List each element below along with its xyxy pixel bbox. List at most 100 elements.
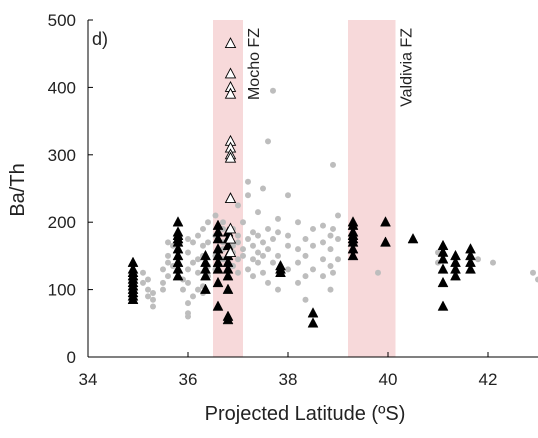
point [275,286,281,293]
point [310,225,316,232]
point [302,252,309,259]
point [270,236,276,243]
point [160,286,166,293]
triangle-point [224,232,237,244]
triangle-point [450,270,461,281]
x-tick-label: 38 [279,370,298,389]
point [145,293,151,300]
point [240,219,246,226]
triangle-point [200,283,211,294]
triangle-point [222,283,234,294]
point [235,239,241,246]
point [245,266,251,273]
point [260,269,266,276]
triangle-point [307,317,319,328]
triangle-point [222,263,234,274]
point [275,229,281,236]
point [200,225,206,232]
point [205,239,211,246]
point [185,236,191,243]
triangle-point [224,246,237,257]
triangle-point [450,256,461,267]
point [185,249,191,256]
point [180,286,186,293]
point [205,219,211,226]
triangle-point [437,263,449,274]
point [250,256,256,263]
point [535,276,538,283]
triangle-point [172,226,184,237]
triangle-point [224,192,237,204]
triangle-point [200,270,211,281]
point [195,256,201,263]
triangle-point [212,219,224,230]
y-tick-label: 100 [48,281,76,300]
triangle-point [465,243,476,254]
fracture-zone-band [348,20,396,357]
triangle-point [172,216,184,227]
point [255,249,261,256]
point [245,192,251,199]
point [165,273,171,280]
point [295,259,301,266]
triangle-point [212,243,224,254]
point [245,178,251,185]
point [490,259,496,266]
band-label: Valdivia FZ [399,28,416,107]
point [327,232,334,239]
point [165,252,171,259]
triangle-point [465,249,476,261]
triangle-point [172,263,184,274]
point [160,279,166,286]
point [335,212,341,219]
point [302,236,309,243]
point [195,232,201,239]
triangle-point [222,270,234,281]
point [295,219,301,226]
triangle-point [127,256,139,267]
triangle-point [212,300,224,311]
panel-label: d) [92,29,108,49]
point [250,273,256,280]
triangle-point [212,256,224,267]
triangle-point [224,87,237,99]
point [145,286,151,293]
point [185,300,191,307]
point [160,266,166,273]
x-tick-label: 42 [479,370,498,389]
point [295,246,301,253]
triangle-point [222,256,234,267]
point [185,266,191,273]
point [220,219,226,226]
point [265,279,271,286]
point [185,310,191,317]
triangle-point [172,256,184,267]
triangle-point [437,246,449,257]
point [165,259,171,266]
x-tick-label: 34 [79,370,98,389]
triangle-point [437,300,449,311]
point [302,296,309,303]
point [285,266,291,273]
point [335,236,341,243]
triangle-point [224,37,237,49]
point [295,279,301,286]
x-axis-label: Projected Latitude (ºS) [205,403,406,425]
point [165,239,171,246]
point [150,303,156,310]
point [320,273,326,280]
triangle-point [437,276,449,288]
point [310,266,316,273]
point [320,222,326,229]
point [255,232,261,239]
x-tick-label: 40 [379,370,398,389]
point [530,269,536,276]
triangle-point [307,307,319,318]
point [140,269,146,276]
point [320,239,326,246]
point [260,239,266,246]
point [260,252,266,259]
triangle-point [212,233,224,244]
triangle-point [224,151,237,163]
